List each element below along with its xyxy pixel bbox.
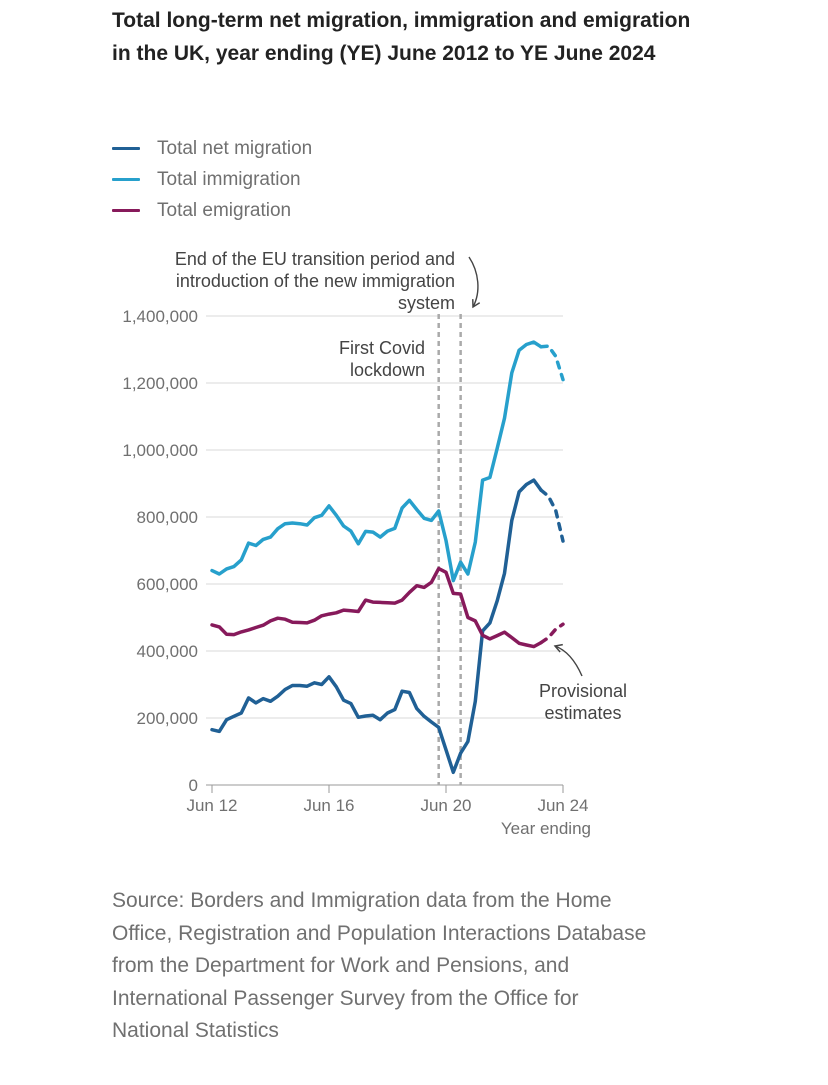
legend: Total net migration Total immigration To… bbox=[112, 133, 312, 226]
total-emigration-provisional-line bbox=[539, 622, 565, 645]
y-tick-label: 0 bbox=[189, 776, 198, 795]
y-axis-tick-labels: 0 200,000 400,000 600,000 800,000 1,000,000 1,… bbox=[122, 307, 198, 795]
x-tick-label: Jun 20 bbox=[420, 796, 471, 815]
eu-transition-annotation: End of the EU transition period and bbox=[175, 249, 455, 269]
y-tick-label: 1,200,000 bbox=[122, 374, 198, 393]
x-axis: Jun 12 Jun 16 Jun 20 Jun 24 Year ending bbox=[186, 785, 591, 838]
covid-annotation: lockdown bbox=[350, 360, 425, 380]
gridlines bbox=[206, 315, 563, 786]
total-immigration-line bbox=[210, 340, 543, 583]
y-tick-label: 1,400,000 bbox=[122, 307, 198, 326]
chart-title: Total long-term net migration, immigrati… bbox=[112, 9, 691, 65]
provisional-annotation: estimates bbox=[544, 703, 621, 723]
eu-annotation-arrow bbox=[468, 256, 481, 309]
y-tick-label: 800,000 bbox=[137, 508, 198, 527]
x-tick-label: Jun 16 bbox=[303, 796, 354, 815]
covid-annotation: First Covid bbox=[339, 338, 425, 358]
legend-swatch-emigration bbox=[112, 209, 140, 212]
annotations: End of the EU transition period andintro… bbox=[175, 249, 627, 723]
y-tick-label: 600,000 bbox=[137, 575, 198, 594]
total-immigration-provisional-line bbox=[539, 344, 565, 382]
series-lines bbox=[210, 340, 565, 775]
source-note: Source: Borders and Immigration data fro… bbox=[112, 889, 647, 1042]
legend-label-net: Total net migration bbox=[157, 137, 313, 159]
legend-item-net: Total net migration bbox=[112, 133, 312, 164]
total-net-migration-provisional-line bbox=[539, 488, 565, 543]
y-tick-label: 200,000 bbox=[137, 709, 198, 728]
legend-swatch-net bbox=[112, 147, 140, 150]
x-tick-label: Jun 24 bbox=[537, 796, 588, 815]
y-tick-label: 1,000,000 bbox=[122, 441, 198, 460]
legend-swatch-immigration bbox=[112, 178, 140, 181]
legend-label-emigration: Total emigration bbox=[157, 199, 292, 221]
y-tick-label: 400,000 bbox=[137, 642, 198, 661]
line-chart: 0 200,000 400,000 600,000 800,000 1,000,000 1,… bbox=[122, 249, 627, 838]
eu-transition-annotation: introduction of the new immigration bbox=[176, 271, 455, 291]
legend-item-emigration: Total emigration bbox=[112, 195, 312, 226]
total-net-migration-line bbox=[210, 478, 543, 775]
x-axis-label: Year ending bbox=[501, 819, 591, 838]
provisional-annotation-arrow bbox=[553, 643, 583, 677]
legend-item-immigration: Total immigration bbox=[112, 164, 312, 195]
legend-label-immigration: Total immigration bbox=[157, 168, 301, 190]
x-tick-label: Jun 12 bbox=[186, 796, 237, 815]
event-lines bbox=[437, 314, 462, 785]
eu-transition-annotation: system bbox=[398, 293, 455, 313]
provisional-annotation: Provisional bbox=[539, 681, 627, 701]
total-emigration-line bbox=[210, 566, 543, 649]
